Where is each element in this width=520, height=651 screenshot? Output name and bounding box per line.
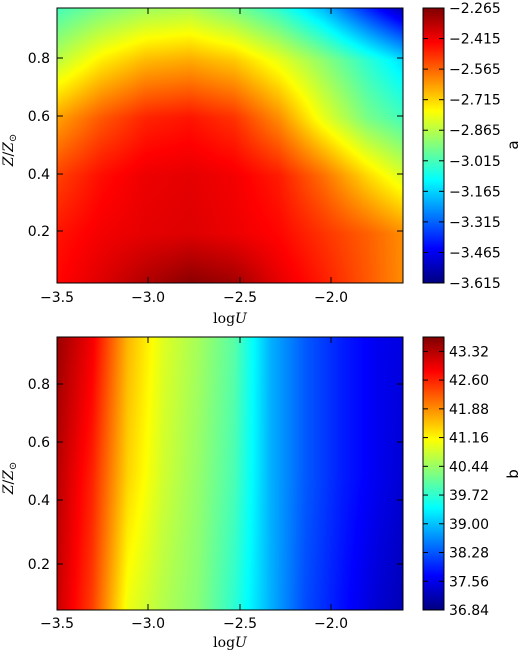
x-axis-top: −3.5 −3.0 −2.5 −2.0 logU bbox=[40, 8, 348, 327]
y-tick-label: 0.6 bbox=[28, 435, 50, 451]
colorbar-bottom: 43.32 42.60 41.88 41.16 40.44 39.72 39.00 38.28… bbox=[422, 336, 520, 619]
colorbar-tick-label: 41.16 bbox=[449, 431, 489, 447]
colorbar-tick-label: −2.415 bbox=[449, 32, 501, 48]
y-tick-label: 0.6 bbox=[28, 109, 50, 125]
y-tick-label: 0.8 bbox=[28, 51, 50, 67]
y-tick-label: 0.8 bbox=[28, 377, 50, 393]
colorbar-gradient bbox=[423, 337, 444, 610]
y-tick-label: 0.4 bbox=[28, 493, 50, 509]
x-tick-label: −3.0 bbox=[131, 616, 165, 632]
y-tick-label: 0.2 bbox=[28, 557, 50, 573]
y-tick-label: 0.4 bbox=[28, 167, 50, 183]
x-tick-label: −2.5 bbox=[223, 616, 257, 632]
x-tick-label: −3.5 bbox=[40, 616, 74, 632]
x-axis-title: logU bbox=[213, 635, 248, 651]
colorbar-frame bbox=[422, 7, 445, 284]
panel-top: −3.5 −3.0 −2.5 −2.0 logU 0.2 0.4 0.6 0.8… bbox=[1, 1, 520, 327]
colorbar-ticks: −2.265 −2.415 −2.565 −2.715 −2.865 −3.015 −3.1… bbox=[423, 1, 501, 292]
colorbar-tick-label: 43.32 bbox=[449, 344, 489, 360]
y-axis-bottom: 0.2 0.4 0.6 0.8 Z/Z⊙ bbox=[1, 377, 403, 573]
colorbar-label: b bbox=[504, 469, 520, 479]
y-axis-top: 0.2 0.4 0.6 0.8 Z/Z⊙ bbox=[1, 51, 403, 240]
colorbar-tick-label: −2.865 bbox=[449, 123, 501, 139]
colorbar-tick-label: 38.28 bbox=[449, 546, 489, 562]
colorbar-gradient bbox=[423, 8, 444, 283]
x-axis-bottom: −3.5 −3.0 −2.5 −2.0 logU bbox=[40, 337, 348, 651]
colorbar-tick-label: −3.615 bbox=[449, 276, 501, 292]
panel-bottom: −3.5 −3.0 −2.5 −2.0 logU 0.2 0.4 0.6 0.8… bbox=[1, 336, 520, 651]
colorbar-tick-label: −3.165 bbox=[449, 184, 501, 200]
colorbar-frame bbox=[422, 336, 445, 611]
colorbar-tick-label: −2.565 bbox=[449, 62, 501, 78]
colorbar-tick-label: −2.715 bbox=[449, 93, 501, 109]
colorbar-tick-label: 39.72 bbox=[449, 488, 489, 504]
plot-frame-top bbox=[56, 7, 404, 284]
colorbar-tick-label: 40.44 bbox=[449, 459, 489, 475]
colorbar-tick-label: −3.465 bbox=[449, 245, 501, 261]
heatmap-top bbox=[57, 8, 403, 283]
x-axis-title: logU bbox=[213, 311, 248, 327]
colorbar-tick-label: 41.88 bbox=[449, 402, 489, 418]
colorbar-top: −2.265 −2.415 −2.565 −2.715 −2.865 −3.015 −3.1… bbox=[422, 1, 520, 292]
colorbar-tick-label: 39.00 bbox=[449, 517, 489, 533]
colorbar-tick-label: −3.315 bbox=[449, 215, 501, 231]
x-tick-label: −2.0 bbox=[314, 616, 348, 632]
y-tick-label: 0.2 bbox=[28, 224, 50, 240]
x-tick-label: −2.5 bbox=[223, 290, 257, 306]
x-tick-label: −2.0 bbox=[314, 290, 348, 306]
y-axis-title: Z/Z⊙ bbox=[1, 462, 19, 496]
colorbar-label: a bbox=[504, 140, 520, 149]
x-tick-label: −3.5 bbox=[40, 290, 74, 306]
colorbar-tick-label: 36.84 bbox=[449, 603, 489, 619]
colorbar-tick-label: 37.56 bbox=[449, 574, 489, 590]
colorbar-tick-label: −2.265 bbox=[449, 1, 501, 17]
colorbar-tick-label: 42.60 bbox=[449, 373, 489, 389]
colorbar-tick-label: −3.015 bbox=[449, 154, 501, 170]
heatmap-bottom bbox=[57, 337, 403, 610]
x-tick-label: −3.0 bbox=[131, 290, 165, 306]
plot-frame-bottom bbox=[56, 336, 404, 611]
y-axis-title: Z/Z⊙ bbox=[1, 134, 19, 168]
colorbar-ticks: 43.32 42.60 41.88 41.16 40.44 39.72 39.00 38.28… bbox=[423, 344, 489, 619]
